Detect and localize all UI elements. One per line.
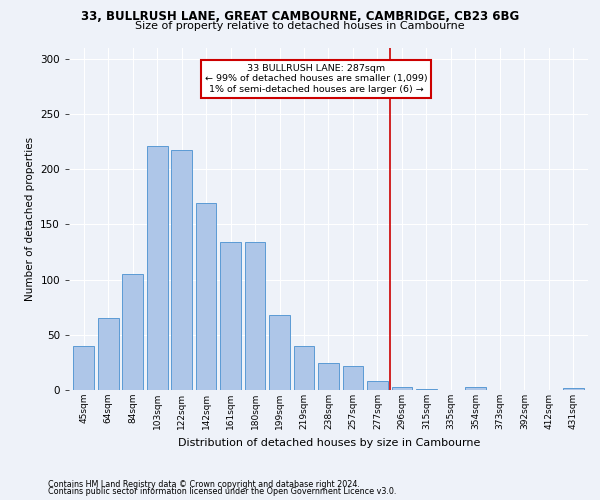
Bar bbox=[465, 386, 486, 390]
Text: Contains HM Land Registry data © Crown copyright and database right 2024.: Contains HM Land Registry data © Crown c… bbox=[48, 480, 360, 489]
Bar bbox=[343, 366, 364, 390]
Text: Distribution of detached houses by size in Cambourne: Distribution of detached houses by size … bbox=[178, 438, 480, 448]
Bar bbox=[98, 318, 119, 390]
Bar bbox=[73, 346, 94, 390]
Bar bbox=[196, 204, 217, 390]
Y-axis label: Number of detached properties: Number of detached properties bbox=[25, 136, 35, 301]
Text: Size of property relative to detached houses in Cambourne: Size of property relative to detached ho… bbox=[135, 21, 465, 31]
Bar bbox=[416, 389, 437, 390]
Text: Contains public sector information licensed under the Open Government Licence v3: Contains public sector information licen… bbox=[48, 487, 397, 496]
Bar bbox=[318, 364, 339, 390]
Bar bbox=[563, 388, 584, 390]
Bar bbox=[122, 274, 143, 390]
Text: 33 BULLRUSH LANE: 287sqm
← 99% of detached houses are smaller (1,099)
1% of semi: 33 BULLRUSH LANE: 287sqm ← 99% of detach… bbox=[205, 64, 428, 94]
Bar bbox=[171, 150, 192, 390]
Bar bbox=[245, 242, 265, 390]
Bar bbox=[269, 315, 290, 390]
Bar bbox=[392, 386, 412, 390]
Bar bbox=[293, 346, 314, 390]
Bar bbox=[147, 146, 167, 390]
Bar bbox=[220, 242, 241, 390]
Text: 33, BULLRUSH LANE, GREAT CAMBOURNE, CAMBRIDGE, CB23 6BG: 33, BULLRUSH LANE, GREAT CAMBOURNE, CAMB… bbox=[81, 10, 519, 23]
Bar bbox=[367, 381, 388, 390]
